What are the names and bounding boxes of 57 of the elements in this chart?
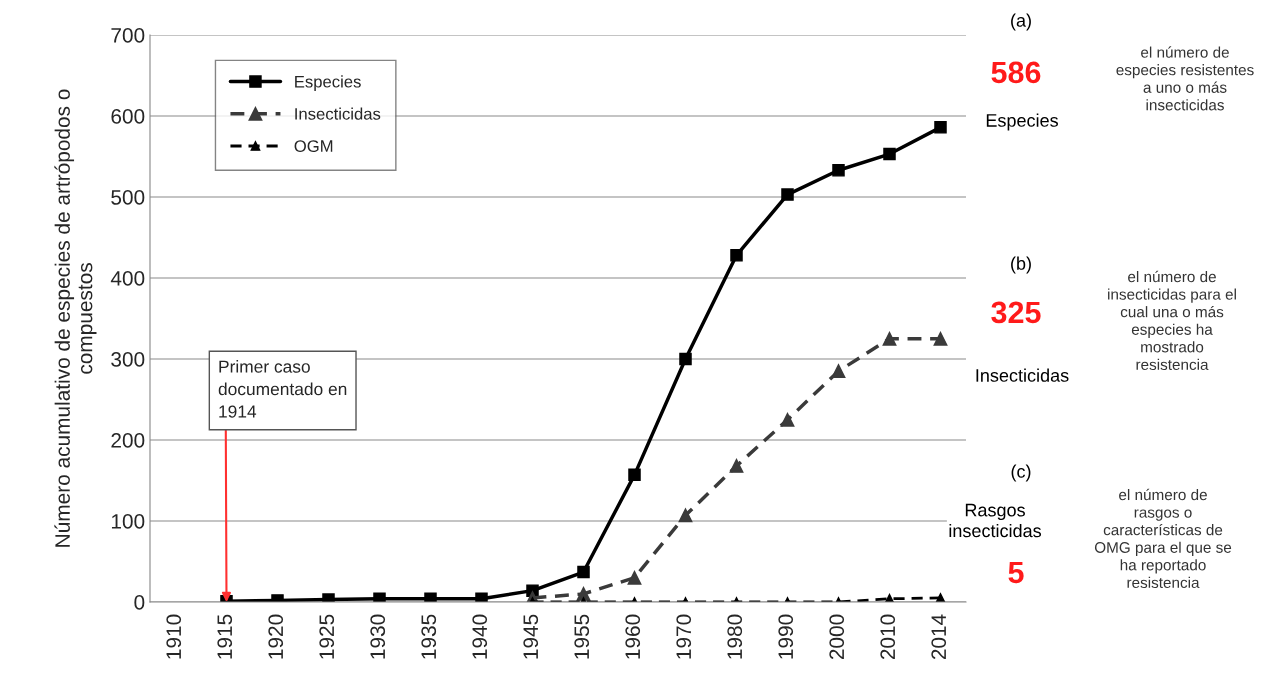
x-tick-label: 2000 bbox=[829, 614, 845, 660]
text: Insecticidas bbox=[976, 368, 1069, 382]
text: el número de especies resistentes a uno o más insecticidas bbox=[1116, 46, 1254, 111]
x-tick-label: 1930 bbox=[370, 614, 386, 659]
y-tick-label: 600 bbox=[111, 109, 145, 124]
text: el número de insecticidas para el cual una o más especies ha mostrado resistencia bbox=[1108, 270, 1236, 371]
point bbox=[730, 249, 743, 262]
x-tick-label: 1990 bbox=[778, 614, 794, 659]
x-tick-label: 1935 bbox=[421, 614, 437, 659]
point bbox=[678, 508, 693, 523]
x-tick-label: 1980 bbox=[727, 614, 743, 659]
y-tick-label: 400 bbox=[110, 271, 145, 286]
annotation: Rasgos insecticidas bbox=[949, 503, 1042, 538]
text: (a) bbox=[1011, 13, 1031, 31]
point bbox=[627, 570, 642, 585]
text: el número de rasgos o características de OMG para el que se ha reportado resistencia bbox=[1094, 488, 1232, 589]
text: (c) bbox=[1011, 464, 1031, 482]
x-tick-label: 1940 bbox=[472, 614, 488, 659]
x-tick-label: 1915 bbox=[217, 614, 233, 659]
point bbox=[679, 352, 692, 366]
y-tick-label: 0 bbox=[134, 595, 145, 610]
point bbox=[780, 412, 795, 427]
text: 586 bbox=[991, 61, 1041, 84]
x-tick-label: 1945 bbox=[523, 614, 539, 659]
point bbox=[831, 364, 846, 379]
y-tick-label: 200 bbox=[111, 433, 145, 448]
point bbox=[577, 565, 590, 579]
text: Especies bbox=[986, 113, 1058, 131]
text: (b) bbox=[1011, 256, 1031, 274]
y-tick-label: 500 bbox=[111, 190, 145, 205]
x-tick-label: 1970 bbox=[676, 614, 692, 659]
point bbox=[576, 586, 591, 601]
x-tick-label: 2014 bbox=[931, 614, 947, 660]
legend-label: OGM bbox=[294, 140, 333, 152]
text: 5 bbox=[1008, 561, 1024, 584]
annotation: Primer caso documentado en 1914 bbox=[218, 360, 347, 418]
y-tick-label: 300 bbox=[111, 352, 145, 367]
x-tick-label: 1925 bbox=[319, 614, 335, 659]
y-tick-label: 700 bbox=[111, 28, 145, 43]
point bbox=[832, 164, 845, 177]
y-tick-label: 100 bbox=[111, 514, 145, 529]
x-tick-label: 1960 bbox=[625, 614, 641, 659]
x-tick-label: 1920 bbox=[268, 614, 284, 659]
y-axis-title: Número acumulativo de especies de artrópodos o compuestos bbox=[54, 89, 97, 547]
point bbox=[933, 331, 948, 346]
text: 325 bbox=[991, 301, 1041, 324]
point bbox=[934, 121, 947, 134]
x-tick-label: 1910 bbox=[166, 614, 182, 659]
point bbox=[883, 147, 896, 161]
legend-label: Especies bbox=[295, 75, 361, 91]
legend-label: Insecticidas bbox=[295, 107, 381, 120]
point bbox=[628, 468, 641, 482]
x-tick-label: 1955 bbox=[574, 614, 590, 659]
x-tick-label: 2010 bbox=[880, 614, 896, 660]
point bbox=[882, 331, 897, 346]
point bbox=[781, 188, 794, 201]
point bbox=[729, 458, 744, 473]
